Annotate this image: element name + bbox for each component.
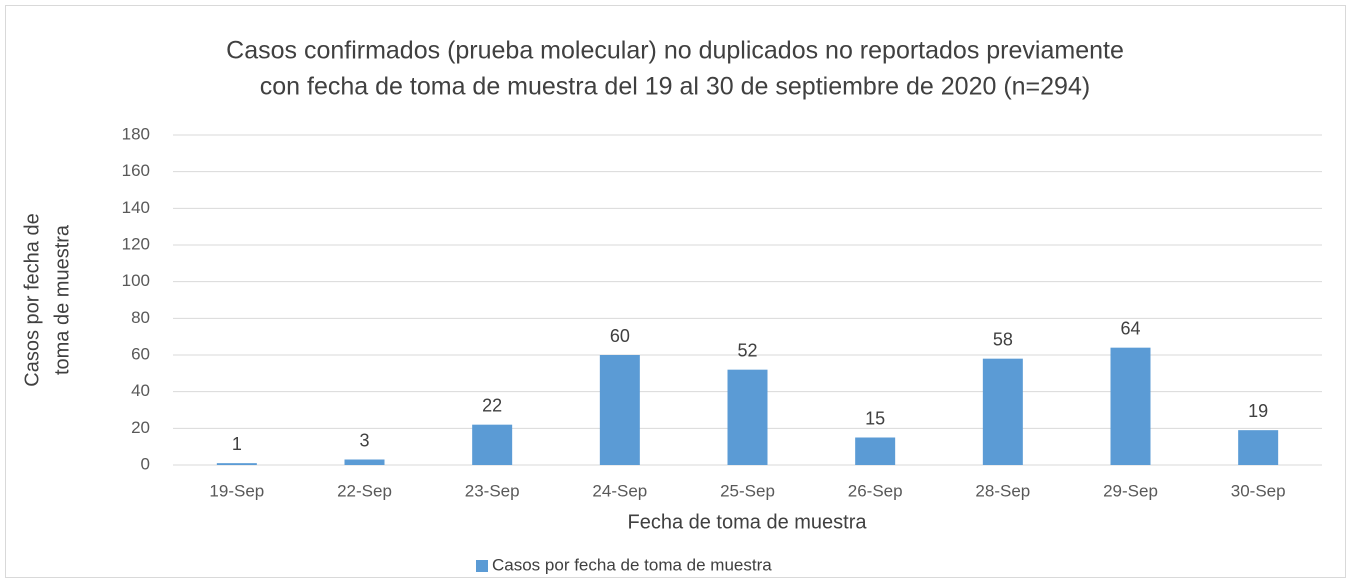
x-tick-label: 30-Sep <box>1231 481 1286 500</box>
y-tick-label: 0 <box>141 454 150 473</box>
y-tick-label: 180 <box>122 124 150 143</box>
x-tick-label: 23-Sep <box>465 481 520 500</box>
data-label: 52 <box>737 340 757 360</box>
x-tick-label: 29-Sep <box>1103 481 1158 500</box>
chart-title: Casos confirmados (prueba molecular) no … <box>226 37 1124 65</box>
bar <box>1238 430 1279 465</box>
data-label: 1 <box>232 434 242 454</box>
bar <box>855 437 896 465</box>
y-tick-label: 20 <box>131 418 150 437</box>
chart-border <box>5 5 1346 578</box>
x-tick-label: 26-Sep <box>848 481 903 500</box>
data-label: 60 <box>610 326 630 346</box>
y-tick-label: 120 <box>122 234 150 253</box>
bar <box>1110 347 1151 465</box>
x-tick-label: 24-Sep <box>592 481 647 500</box>
y-tick-label: 140 <box>122 198 150 217</box>
x-axis-title: Fecha de toma de muestra <box>627 511 867 533</box>
y-tick-label: 100 <box>122 271 150 290</box>
bar <box>344 459 385 465</box>
y-tick-label: 160 <box>122 161 150 180</box>
y-axis-title: Casos por fecha de <box>21 213 43 386</box>
bar <box>727 369 768 465</box>
y-tick-label: 80 <box>131 308 150 327</box>
y-tick-label: 60 <box>131 344 150 363</box>
y-axis-title: toma de muestra <box>51 224 73 375</box>
data-label: 58 <box>993 329 1013 349</box>
y-tick-label: 40 <box>131 381 150 400</box>
bar <box>982 358 1023 465</box>
data-label: 3 <box>359 430 369 450</box>
legend-label: Casos por fecha de toma de muestra <box>492 555 772 574</box>
data-label: 19 <box>1248 401 1268 421</box>
bar <box>216 463 257 465</box>
x-tick-label: 28-Sep <box>975 481 1030 500</box>
bar <box>472 424 513 465</box>
x-tick-label: 22-Sep <box>337 481 392 500</box>
bar <box>599 355 640 465</box>
chart-title: con fecha de toma de muestra del 19 al 3… <box>260 73 1090 101</box>
data-label: 22 <box>482 395 502 415</box>
data-label: 15 <box>865 408 885 428</box>
x-tick-label: 19-Sep <box>209 481 264 500</box>
legend-swatch <box>476 560 488 572</box>
data-label: 64 <box>1120 318 1140 338</box>
x-tick-label: 25-Sep <box>720 481 775 500</box>
